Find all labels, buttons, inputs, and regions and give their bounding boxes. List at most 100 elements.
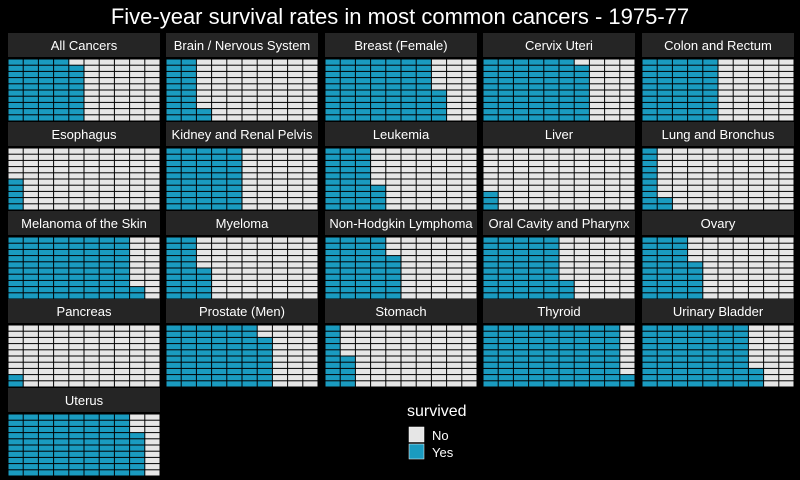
waffle-cell-yes [386, 109, 401, 115]
waffle-cell-yes [8, 375, 23, 381]
waffle-cell-no [371, 331, 386, 337]
waffle-cell-no [196, 102, 212, 109]
waffle-cell-no [718, 160, 733, 167]
waffle-cell-no [431, 71, 447, 78]
waffle-cell-no [212, 59, 227, 65]
waffle-cell-yes [589, 325, 605, 331]
waffle-cell-no [371, 375, 386, 381]
waffle-cell-yes [227, 148, 242, 154]
waffle-cell-no [272, 287, 288, 293]
waffle-cell-no [733, 268, 748, 274]
waffle-cell-no [257, 198, 272, 204]
waffle-cell-no [605, 274, 620, 280]
waffle-cell-no [416, 268, 431, 274]
waffle-cell-yes [212, 179, 227, 185]
waffle-cell-yes [718, 337, 733, 344]
waffle-cell-yes [733, 375, 748, 381]
waffle-cell-yes [371, 102, 386, 109]
waffle-cell-yes [733, 356, 748, 362]
waffle-cell-no [416, 325, 431, 331]
waffle-cell-no [99, 325, 114, 331]
waffle-cell-yes [166, 268, 181, 274]
waffle-cell-no [462, 59, 477, 65]
waffle-cell-yes [196, 191, 212, 198]
waffle-cell-yes [657, 262, 672, 268]
waffle-cell-no [303, 167, 318, 173]
waffle-cell-no [779, 96, 794, 102]
waffle-cell-no [272, 280, 288, 287]
waffle-cell-no [23, 368, 38, 375]
waffle-cell-yes [325, 356, 340, 362]
waffle-cell-no [212, 268, 227, 274]
waffle-cell-yes [498, 115, 513, 121]
waffle-cell-no [99, 90, 114, 96]
waffle-cell-no [733, 198, 748, 204]
waffle-cell-no [130, 243, 145, 249]
waffle-cell-yes [114, 256, 130, 262]
waffle-cell-no [589, 65, 605, 71]
waffle-cell-no [733, 293, 748, 299]
facet-label: All Cancers [51, 38, 118, 53]
waffle-cell-yes [84, 249, 99, 256]
waffle-cell-no [748, 262, 764, 268]
waffle-cell-no [748, 249, 764, 256]
waffle-cell-yes [196, 179, 212, 185]
waffle-cell-no [69, 167, 84, 173]
waffle-cell-no [416, 368, 431, 375]
waffle-cell-yes [513, 256, 529, 262]
waffle-cell-yes [114, 262, 130, 268]
waffle-cell-yes [642, 198, 657, 204]
waffle-cell-no [779, 160, 794, 167]
facet-label: Lung and Bronchus [662, 127, 775, 142]
waffle-cell-no [130, 350, 145, 356]
waffle-cell-no [559, 243, 574, 249]
waffle-cell-yes [371, 243, 386, 249]
waffle-cell-no [114, 148, 130, 154]
waffle-cell-no [130, 337, 145, 344]
waffle-cell-no [401, 256, 416, 262]
waffle-cell-no [130, 331, 145, 337]
waffle-cell-no [620, 179, 635, 185]
waffle-cell-yes [166, 90, 181, 96]
waffle-cell-no [130, 249, 145, 256]
waffle-cell-yes [559, 109, 574, 115]
waffle-cell-no [462, 71, 477, 78]
waffle-cell-yes [657, 237, 672, 243]
waffle-cell-yes [657, 90, 672, 96]
waffle-cell-no [272, 198, 288, 204]
waffle-cell-no [718, 179, 733, 185]
waffle-cell-no [54, 173, 69, 179]
waffle-cell-no [145, 198, 160, 204]
waffle-cell-no [130, 344, 145, 350]
waffle-cell-no [779, 198, 794, 204]
waffle-cell-yes [227, 191, 242, 198]
waffle-cell-yes [642, 78, 657, 84]
waffle-cell-no [130, 356, 145, 362]
waffle-cell-no [371, 368, 386, 375]
waffle-cell-yes [84, 293, 99, 299]
waffle-cell-no [416, 337, 431, 344]
facet-strip [166, 211, 318, 235]
waffle-cell-no [145, 433, 160, 439]
waffle-cell-no [589, 115, 605, 121]
waffle-cell-no [130, 179, 145, 185]
waffle-cell-no [8, 325, 23, 331]
waffle-cell-no [401, 381, 416, 387]
waffle-cell-yes [672, 78, 688, 84]
waffle-cell-no [114, 356, 130, 362]
waffle-cell-no [447, 96, 462, 102]
waffle-cell-no [257, 115, 272, 121]
waffle-cell-no [620, 84, 635, 90]
waffle-cell-no [242, 109, 257, 115]
waffle-cell-no [145, 90, 160, 96]
waffle-cell-no [529, 148, 544, 154]
waffle-cell-no [386, 204, 401, 210]
waffle-cell-no [779, 256, 794, 262]
waffle-cell-no [718, 191, 733, 198]
waffle-cell-no [99, 71, 114, 78]
waffle-cell-yes [642, 331, 657, 337]
waffle-cell-yes [196, 148, 212, 154]
waffle-cell-no [386, 160, 401, 167]
waffle-cell-no [99, 350, 114, 356]
waffle-cell-no [718, 96, 733, 102]
